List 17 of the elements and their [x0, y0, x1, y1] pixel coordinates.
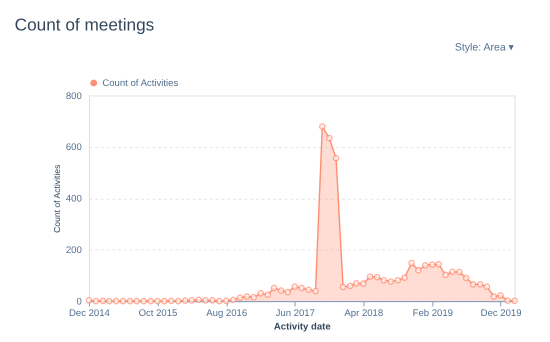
legend-label: Count of Activities	[102, 78, 178, 89]
chart-title: Count of meetings	[14, 14, 154, 34]
x-axis-title: Activity date	[274, 321, 331, 332]
x-tick-label: Dec 2014	[68, 308, 111, 319]
text: Style: Area ▾	[454, 42, 515, 54]
y-tick-label: 0	[76, 296, 82, 308]
y-tick-label: 400	[66, 194, 82, 205]
y-axis-title: Count of Activities	[52, 164, 62, 233]
y-tick-label: 200	[66, 245, 82, 256]
x-tick-label: Jun 2017	[276, 308, 315, 319]
x-tick-label: Apr 2018	[344, 308, 384, 319]
x-tick-label: Oct 2015	[138, 308, 178, 319]
y-tick-label: 600	[66, 142, 82, 154]
y-tick-label: 800	[66, 90, 82, 102]
x-tick-label: Dec 2019	[480, 308, 522, 319]
x-tick-label: Aug 2016	[206, 308, 248, 319]
x-tick-label: Feb 2019	[412, 308, 453, 319]
